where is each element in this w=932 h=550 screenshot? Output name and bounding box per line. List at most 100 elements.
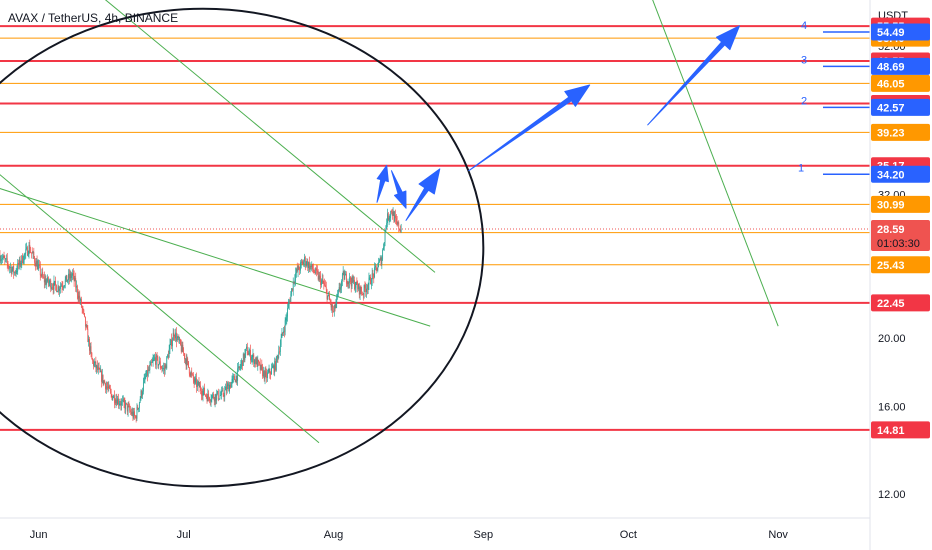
candle-body-250 — [200, 390, 202, 395]
candle-body-185 — [148, 369, 150, 371]
candle-body-187 — [150, 362, 152, 366]
candle-body-23 — [18, 262, 19, 266]
level-badge-10-label: 22.45 — [877, 298, 905, 310]
candle-body-340 — [273, 365, 275, 373]
candle-body-372 — [299, 269, 301, 271]
plot-area[interactable]: 1 2 3 4 — [0, 0, 870, 488]
candle-body-398 — [320, 276, 322, 285]
candle-body-404 — [325, 285, 326, 287]
candle-body-226 — [181, 344, 183, 352]
candle-body-436 — [350, 282, 352, 287]
candle-body-175 — [140, 390, 142, 399]
candle-body-345 — [277, 356, 279, 358]
candle-body-434 — [349, 277, 351, 283]
arrow-3 — [468, 84, 591, 172]
candle-body-209 — [167, 355, 169, 358]
time-axis[interactable]: Jun Jul Aug Sep Oct Nov — [30, 529, 789, 541]
candle-body-331 — [266, 372, 268, 378]
candle-body-298 — [239, 367, 241, 369]
y-tick-3: 16.00 — [878, 401, 906, 413]
candle-body-207 — [166, 356, 168, 369]
candle-body-165 — [132, 411, 134, 418]
price-axis[interactable]: USDT 52.0032.0020.0016.0012.0055.5553.40… — [871, 10, 930, 501]
candle-body-359 — [288, 301, 290, 305]
candle-body-439 — [353, 280, 355, 282]
candle-body-193 — [155, 357, 156, 365]
candle-body-343 — [275, 356, 277, 371]
candle-body-30 — [23, 254, 25, 262]
candle-body-159 — [127, 405, 129, 412]
candle-body-361 — [290, 293, 292, 302]
candle-body-256 — [205, 395, 207, 397]
candle-body-236 — [189, 373, 191, 376]
candle-body-221 — [177, 336, 179, 338]
candle-body-225 — [180, 344, 182, 352]
candle-body-202 — [162, 368, 164, 370]
candle-body-6 — [4, 258, 6, 260]
candle-body-189 — [151, 361, 153, 363]
candle-body-463 — [372, 273, 374, 275]
candle-body-424 — [341, 281, 342, 288]
candle-body-166 — [133, 411, 135, 418]
candle-body-321 — [258, 360, 259, 363]
candle-body-336 — [270, 373, 272, 375]
candle-body-127 — [101, 374, 103, 382]
candle-body-124 — [99, 368, 101, 372]
candle-body-455 — [366, 288, 367, 293]
candle-body-204 — [163, 368, 165, 371]
chart-title: AVAX / TetherUS, 4h, BINANCE — [8, 11, 178, 25]
level-badge-11-label: 14.81 — [877, 425, 905, 437]
candle-body-121 — [97, 365, 98, 371]
candle-body-151 — [121, 401, 123, 406]
candle-body-150 — [120, 403, 122, 406]
candle-body-468 — [376, 267, 378, 271]
candle-body-395 — [317, 272, 319, 280]
candle-body-174 — [139, 398, 141, 403]
candle-body-350 — [281, 332, 283, 338]
candle-body-377 — [303, 261, 305, 265]
candle-body-375 — [301, 261, 303, 263]
candle-body-220 — [176, 337, 178, 342]
candle-body-72 — [57, 286, 59, 292]
candle-body-135 — [108, 385, 110, 388]
trend-line-3 — [0, 188, 431, 327]
candle-body-447 — [359, 286, 361, 295]
x-tick-jun: Jun — [30, 529, 48, 541]
candle-body-257 — [206, 396, 208, 402]
candle-body-223 — [179, 339, 181, 341]
candle-body-18 — [14, 272, 15, 274]
candle-body-353 — [283, 331, 285, 333]
candle-body-138 — [110, 391, 112, 395]
candle-body-11 — [8, 266, 10, 268]
arrow-annotations — [376, 25, 740, 221]
target-number-3: 3 — [801, 54, 807, 66]
candle-body-373 — [300, 262, 301, 271]
candle-body-427 — [343, 271, 345, 280]
candle-body-96 — [76, 286, 78, 295]
candle-body-348 — [279, 344, 281, 352]
candle-body-482 — [387, 213, 389, 220]
candle-body-349 — [280, 337, 282, 345]
arrow-4 — [647, 25, 740, 126]
candle-body-347 — [279, 351, 280, 353]
candle-body-228 — [183, 352, 185, 354]
candle-body-186 — [149, 365, 151, 370]
candle-body-26 — [20, 262, 22, 266]
candle-body-112 — [89, 346, 91, 351]
candle-body-215 — [172, 332, 174, 341]
candle-body-73 — [58, 286, 60, 291]
candle-body-160 — [128, 405, 130, 407]
candle-body-293 — [235, 375, 237, 383]
candle-body-416 — [334, 305, 336, 308]
target-number-1: 1 — [798, 162, 804, 174]
candle-body-467 — [375, 265, 377, 268]
candle-body-117 — [93, 363, 95, 366]
candle-body-263 — [211, 395, 213, 400]
candle-body-394 — [316, 270, 318, 273]
candle-body-126 — [101, 370, 102, 382]
candle-body-167 — [134, 411, 135, 416]
trend-line-2 — [0, 174, 320, 444]
candle-body-172 — [138, 408, 139, 410]
candle-body-32 — [25, 248, 27, 254]
